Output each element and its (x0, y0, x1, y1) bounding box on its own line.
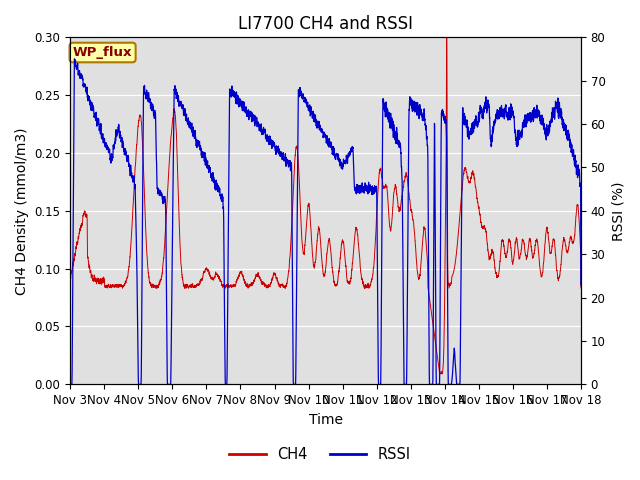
Y-axis label: RSSI (%): RSSI (%) (611, 181, 625, 240)
Y-axis label: CH4 Density (mmol/m3): CH4 Density (mmol/m3) (15, 127, 29, 295)
Legend: CH4, RSSI: CH4, RSSI (223, 441, 417, 468)
Title: LI7700 CH4 and RSSI: LI7700 CH4 and RSSI (238, 15, 413, 33)
Text: WP_flux: WP_flux (73, 46, 132, 59)
X-axis label: Time: Time (308, 413, 342, 427)
